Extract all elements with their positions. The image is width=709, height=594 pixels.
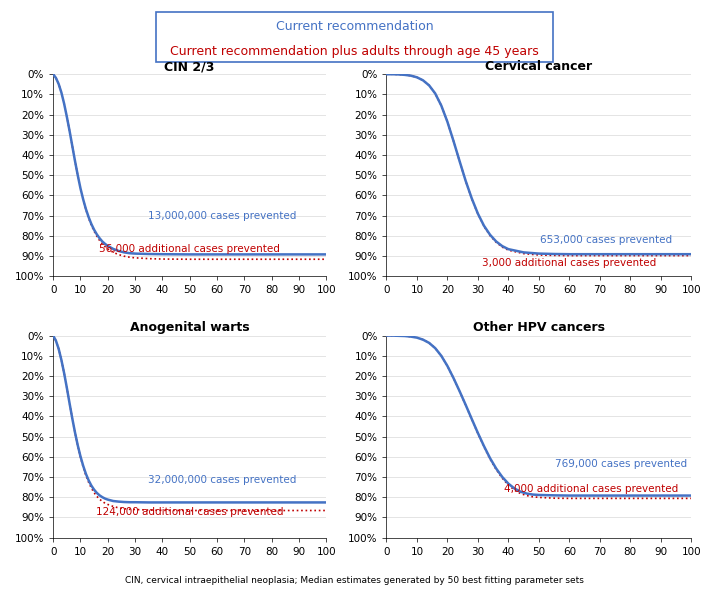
Text: 124,000 additional cases prevented: 124,000 additional cases prevented: [96, 507, 284, 517]
Text: CIN, cervical intraepithelial neoplasia; Median estimates generated by 50 best f: CIN, cervical intraepithelial neoplasia;…: [125, 576, 584, 585]
Text: 769,000 cases prevented: 769,000 cases prevented: [555, 459, 687, 469]
Title: Anogenital warts: Anogenital warts: [130, 321, 250, 334]
Title: Other HPV cancers: Other HPV cancers: [473, 321, 605, 334]
Text: 56,000 additional cases prevented: 56,000 additional cases prevented: [99, 244, 280, 254]
Text: 32,000,000 cases prevented: 32,000,000 cases prevented: [148, 475, 296, 485]
Text: 4,000 additional cases prevented: 4,000 additional cases prevented: [503, 484, 678, 494]
Text: 13,000,000 cases prevented: 13,000,000 cases prevented: [148, 211, 296, 220]
Text: 3,000 additional cases prevented: 3,000 additional cases prevented: [482, 258, 657, 268]
FancyBboxPatch shape: [156, 12, 553, 62]
Title: Cervical cancer: Cervical cancer: [485, 60, 593, 73]
Title: CIN 2/3: CIN 2/3: [164, 60, 215, 73]
Text: 653,000 cases prevented: 653,000 cases prevented: [540, 235, 672, 245]
Text: Current recommendation: Current recommendation: [276, 20, 433, 33]
Text: Current recommendation plus adults through age 45 years: Current recommendation plus adults throu…: [170, 45, 539, 58]
